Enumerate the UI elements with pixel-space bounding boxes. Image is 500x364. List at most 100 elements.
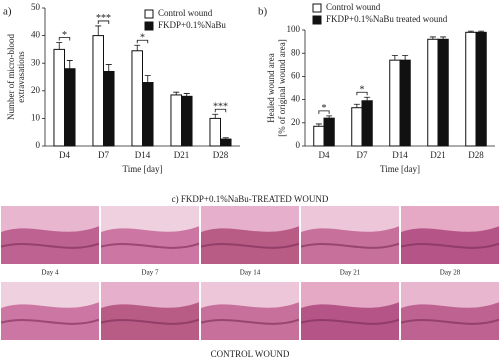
error-bar [144,75,151,83]
error-bar [56,42,63,50]
y-tick-label: 60 [291,70,301,80]
day-label: Day 28 [440,269,461,277]
error-bar [326,115,333,119]
bar [427,38,439,147]
legend-label: Control wound [326,2,381,12]
error-bar [173,91,180,95]
bar [103,70,115,147]
bar [220,138,232,147]
y-axis-label: extravasations [16,51,26,103]
y-tick-label: 20 [291,117,301,127]
y-tick-label: 10 [31,112,41,122]
day-label: Day 7 [142,269,159,277]
error-bar [66,60,73,69]
panel-c-title: c) FKDP+0.1%NaBu-TREATED WOUND [172,194,329,204]
x-tick-label: D4 [319,150,330,160]
bar [465,31,477,147]
y-axis-label: Healed wound area [266,53,276,122]
bar [209,117,222,147]
significance-bracket [97,20,110,24]
panel-label: a) [3,6,12,18]
y-tick-label: 40 [291,94,301,104]
x-tick-label: D28 [213,150,229,160]
tissue-layer [0,242,100,249]
bar [131,50,144,147]
bar [53,48,66,147]
y-tick-label: 100 [287,24,301,34]
significance-label: * [62,30,67,41]
legend-label: FKDP+0.1%NaBu treated wound [326,14,448,24]
legend-swatch [144,9,154,19]
error-bar [95,25,102,36]
x-tick-label: D21 [174,150,190,160]
bar [142,82,154,147]
legend-label: FKDP+0.1%NaBu [158,20,226,30]
tissue-layer [200,242,300,249]
y-tick-label: 80 [291,47,301,57]
error-bar [134,44,141,51]
tissue-layer [100,242,200,249]
bar [92,35,105,147]
y-tick-label: 30 [31,57,41,67]
y-axis-label: Number of micro-blood [6,34,16,120]
error-bar [478,30,485,33]
significance-bracket [318,110,330,114]
bar [170,94,183,147]
bar [399,59,411,147]
error-bar [364,96,371,101]
bar [181,95,193,147]
significance-label: *** [96,13,111,24]
x-tick-label: D14 [135,150,151,160]
tissue-layer [0,318,100,325]
day-label: Day 14 [240,269,261,277]
bar [313,125,325,147]
error-bar [222,137,229,140]
tissue-layer [200,318,300,325]
bar [323,117,335,147]
error-bar [183,93,190,97]
tissue-layer [400,242,500,249]
significance-label: * [140,33,145,44]
error-bar [440,36,447,40]
significance-bracket [58,37,71,41]
significance-bracket [214,108,227,113]
y-tick-label: 0 [36,140,41,150]
error-bar [353,103,360,108]
bar [351,107,363,147]
y-axis-label: [% of original wound area] [277,39,287,136]
tissue-layer [100,318,200,325]
significance-label: *** [213,102,228,113]
bar [361,100,373,147]
x-axis-label: Time [day] [380,164,420,174]
significance-label: * [322,103,327,114]
bar [437,38,449,147]
x-tick-label: D21 [430,150,446,160]
y-tick-label: 20 [31,85,41,95]
legend-swatch [144,21,154,31]
error-bar [429,36,436,40]
error-bar [315,123,322,127]
tissue-layer [300,242,400,249]
significance-bracket [136,39,149,44]
tissue-layer [300,318,400,325]
y-tick-label: 40 [31,30,41,40]
bar [389,59,401,147]
tissue-layer [400,318,500,325]
y-tick-label: 0 [296,140,301,150]
day-label: Day 21 [340,269,361,277]
x-tick-label: D4 [59,150,70,160]
legend-swatch [312,3,322,13]
error-bar [105,64,112,72]
x-axis-label: Time [day] [123,164,163,174]
legend-swatch [312,15,322,25]
significance-label: * [360,85,365,96]
error-bar [402,55,409,61]
x-tick-label: D14 [392,150,408,160]
day-label: Day 4 [42,269,59,277]
x-tick-label: D7 [357,150,368,160]
panel-label: b) [258,6,268,18]
error-bar [391,55,398,61]
x-tick-label: D7 [98,150,109,160]
y-tick-label: 50 [31,2,41,12]
